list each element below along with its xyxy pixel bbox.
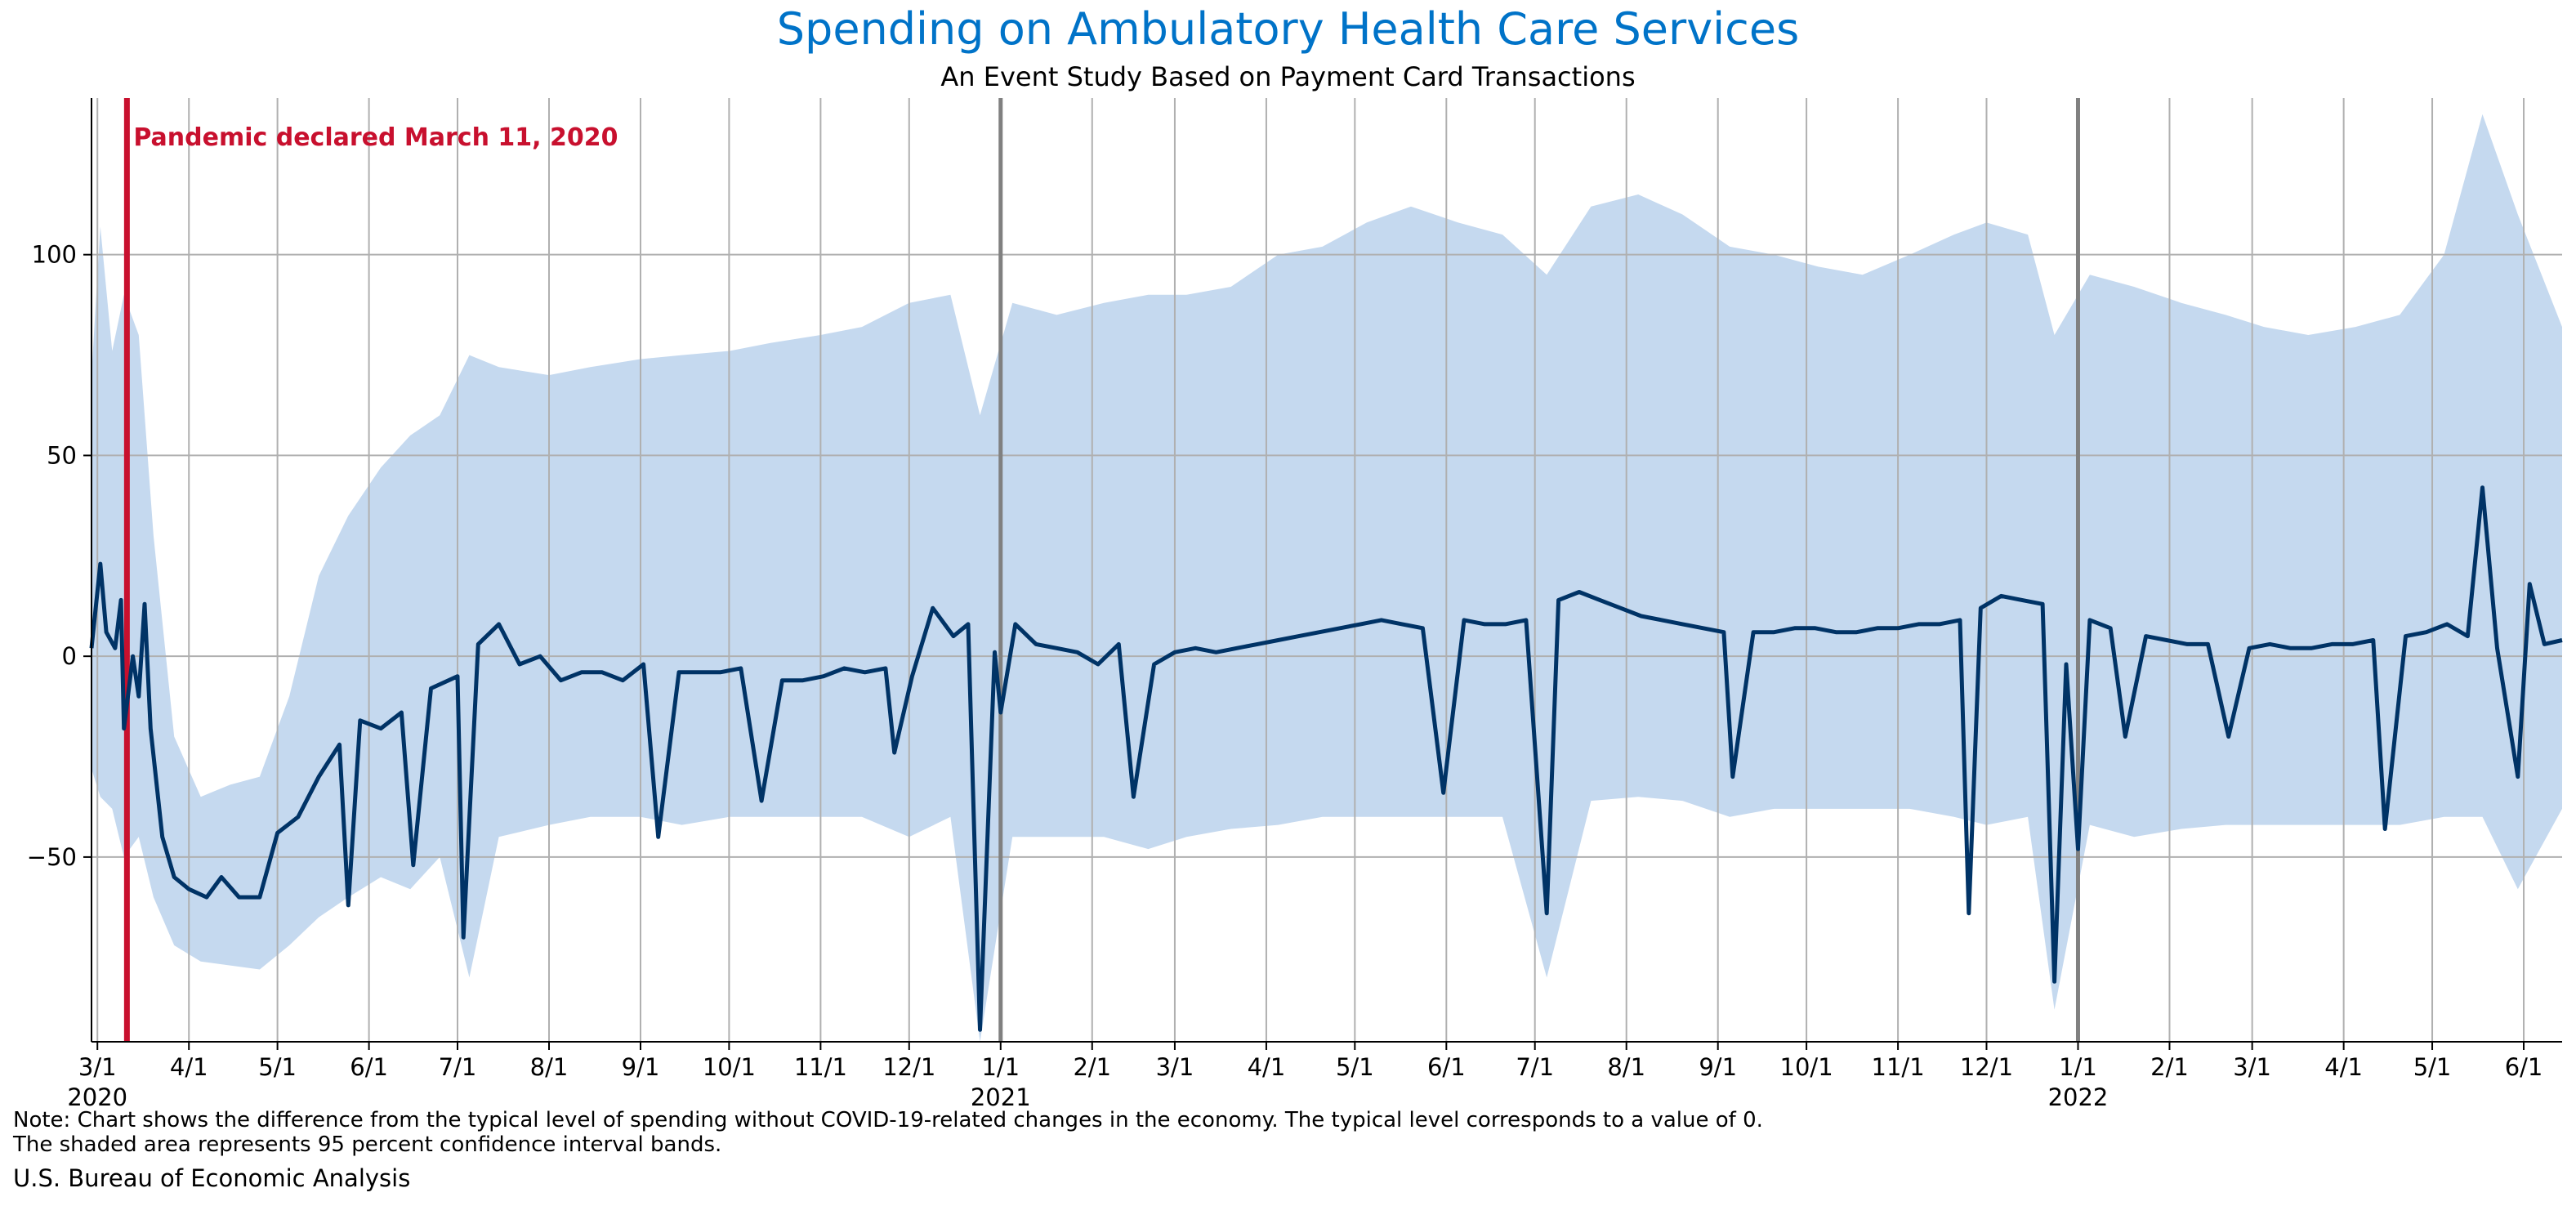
x-tick-label: 3/1 — [78, 1053, 117, 1081]
event-annotation: Pandemic declared March 11, 2020 — [133, 123, 618, 152]
x-tick-label: 4/1 — [1248, 1053, 1286, 1081]
y-tick-label: −50 — [27, 843, 77, 871]
x-tick-label: 11/1 — [1872, 1053, 1925, 1081]
x-tick-label: 3/1 — [2233, 1053, 2271, 1081]
y-tick-label: 100 — [32, 241, 77, 269]
x-tick-label: 10/1 — [703, 1053, 756, 1081]
x-tick-label: 10/1 — [1780, 1053, 1833, 1081]
x-tick-label: 4/1 — [2324, 1053, 2363, 1081]
estimate-line — [89, 485, 2563, 1032]
x-tick-label: 8/1 — [530, 1053, 569, 1081]
x-tick-label: 2/1 — [1073, 1053, 1111, 1081]
confidence-band-layer — [92, 114, 2562, 1043]
y-tick-label: 50 — [47, 441, 77, 469]
x-tick-label: 1/1 — [981, 1053, 1020, 1081]
x-tick-label: 4/1 — [170, 1053, 208, 1081]
x-tick-label: 7/1 — [439, 1053, 477, 1081]
chart-title: Spending on Ambulatory Health Care Servi… — [776, 3, 1800, 55]
x-tick-label: 5/1 — [258, 1053, 297, 1081]
x-tick-label: 7/1 — [1516, 1053, 1554, 1081]
x-tick-label: 3/1 — [1156, 1053, 1194, 1081]
tick-labels: −50 0 50 100 3/1 4/1 5/1 6/1 7/1 8/1 9/1 10/1 11/1 12… — [27, 241, 2543, 1111]
x-tick-label: 2/1 — [2150, 1053, 2189, 1081]
chart-subtitle: An Event Study Based on Payment Card Tra… — [940, 61, 1636, 92]
event-marker-layer: Pandemic declared March 11, 2020 — [123, 98, 2080, 1042]
axes — [83, 98, 2562, 1050]
confidence-band — [92, 114, 2562, 1043]
chart-note-band: The shaded area represents 95 percent co… — [13, 1132, 722, 1157]
chart-note: Note: Chart shows the difference from th… — [13, 1108, 1763, 1132]
x-tick-label: 6/1 — [350, 1053, 388, 1081]
gridlines — [92, 98, 2562, 1042]
x-tick-label: 12/1 — [1960, 1053, 2013, 1081]
x-tick-label: 6/1 — [1427, 1053, 1466, 1081]
x-tick-label: 9/1 — [1699, 1053, 1737, 1081]
x-tick-label: 1/1 — [2059, 1053, 2097, 1081]
y-tick-label: 0 — [62, 642, 77, 670]
x-tick-label: 8/1 — [1607, 1053, 1645, 1081]
x-tick-label: 5/1 — [1336, 1053, 1374, 1081]
x-tick-label: 6/1 — [2505, 1053, 2543, 1081]
source-credit: U.S. Bureau of Economic Analysis — [13, 1164, 411, 1192]
year-label: 2020 — [67, 1083, 127, 1111]
x-tick-label: 11/1 — [794, 1053, 847, 1081]
x-tick-label: 5/1 — [2413, 1053, 2452, 1081]
x-tick-label: 12/1 — [882, 1053, 935, 1081]
year-label: 2022 — [2048, 1083, 2109, 1111]
x-tick-label: 9/1 — [622, 1053, 660, 1081]
year-label: 2021 — [971, 1083, 1031, 1111]
estimate-line-layer — [89, 485, 2563, 1032]
